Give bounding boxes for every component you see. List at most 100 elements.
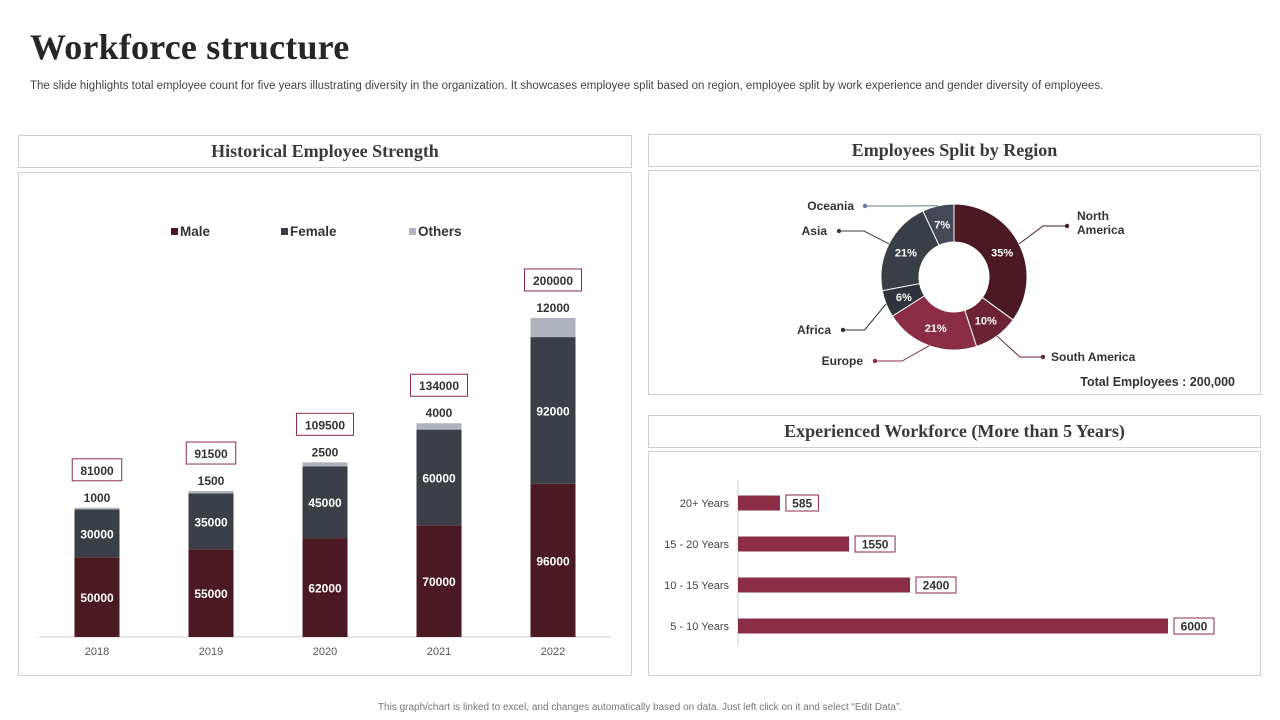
total-box-2022: [524, 268, 582, 292]
data-label-male-2018: 50000: [80, 591, 114, 605]
bar-male-2021: [416, 525, 462, 637]
data-label-female-2019: 35000: [194, 515, 228, 529]
data-label-female-2022: 92000: [536, 404, 570, 418]
bar-female-2020: [302, 466, 348, 539]
total-box-2021: [410, 373, 468, 397]
value-label-15-20-years: 1550: [862, 538, 889, 552]
region-donut-chart[interactable]: 35% 10% 21% 6% 21% 7% North America South Americ…: [649, 171, 1260, 394]
bar-5-10-years: [738, 618, 1168, 634]
bar-female-2021: [416, 429, 462, 526]
data-label-male-2021: 70000: [422, 575, 456, 589]
legend-label-female: Female: [290, 224, 337, 239]
bar-others-2021: [416, 423, 462, 430]
y-tick-5-10-years: 5 - 10 Years: [670, 621, 729, 633]
value-box-10-15-years: [915, 576, 957, 594]
donut-slice-north-america: [953, 203, 1028, 321]
historical-employee-chart[interactable]: Male Female Others 50000 30000 1000 81000 2018 5…: [19, 173, 631, 675]
total-label-2022: 200000: [533, 274, 573, 288]
region-label-asia: Asia: [802, 224, 828, 238]
historical-chart-panel[interactable]: Male Female Others 50000 30000 1000 81000 2018 5…: [18, 172, 632, 676]
data-label-others-2021: 4000: [426, 406, 453, 420]
bar-female-2019: [188, 493, 234, 550]
data-label-female-2021: 60000: [422, 471, 456, 485]
bar-others-2020: [302, 462, 348, 467]
slice-value-asia: 21%: [895, 247, 917, 259]
y-tick-15-20-years: 15 - 20 Years: [664, 539, 729, 551]
callout-line-africa: [843, 303, 887, 331]
bar-male-2019: [188, 549, 234, 637]
data-label-others-2020: 2500: [312, 445, 339, 459]
data-label-male-2019: 55000: [194, 587, 228, 601]
experience-bar-chart[interactable]: 20+ Years 585 15 - 20 Years 1550 10 - 15 Yea…: [649, 452, 1260, 675]
callout-dot-north-america: [1064, 223, 1070, 229]
value-box-15-20-years: [854, 535, 896, 553]
bar-others-2022: [530, 317, 576, 338]
region-panel-header: Employees Split by Region: [648, 134, 1261, 167]
callout-line-south-america: [996, 335, 1043, 358]
legend-swatch-male: [171, 228, 178, 235]
experience-chart-panel[interactable]: 20+ Years 585 15 - 20 Years 1550 10 - 15 Yea…: [648, 451, 1261, 676]
x-tick-2018: 2018: [85, 646, 109, 658]
y-tick-20-years: 20+ Years: [680, 498, 730, 510]
data-label-male-2022: 96000: [536, 554, 570, 568]
bar-female-2022: [530, 337, 576, 484]
total-label-2019: 91500: [194, 447, 228, 461]
bar-others-2019: [188, 491, 234, 494]
legend-label-others: Others: [418, 224, 462, 239]
page-title: Workforce structure: [30, 27, 350, 67]
legend-label-male: Male: [180, 224, 211, 239]
bar-10-15-years: [738, 577, 910, 593]
footer-note: This graph/chart is linked to excel, and…: [377, 702, 903, 713]
bar-male-2022: [530, 483, 576, 637]
callout-line-asia: [839, 230, 890, 245]
total-box-2019: [185, 441, 237, 465]
callout-dot-south-america: [1040, 354, 1046, 360]
donut-slice-oceania: [922, 203, 955, 246]
data-label-female-2018: 30000: [80, 527, 114, 541]
slice-value-europe: 21%: [925, 323, 947, 335]
legend-swatch-others: [409, 228, 416, 235]
bar-male-2018: [74, 557, 120, 637]
total-box-2020: [296, 412, 354, 436]
historical-panel-header: Historical Employee Strength: [18, 135, 632, 168]
data-label-others-2018: 1000: [84, 491, 111, 505]
total-label-2018: 81000: [80, 464, 114, 478]
region-chart-panel[interactable]: 35% 10% 21% 6% 21% 7% North America South Americ…: [648, 170, 1261, 395]
total-label-2020: 109500: [305, 418, 345, 432]
x-tick-2021: 2021: [427, 646, 451, 658]
data-label-male-2020: 62000: [308, 582, 342, 596]
value-label-20-years: 585: [792, 497, 812, 511]
callout-line-north-america: [1018, 225, 1067, 245]
value-box-5-10-years: [1173, 617, 1215, 635]
region-label-europe: Europe: [822, 354, 864, 368]
data-label-others-2022: 12000: [536, 301, 570, 315]
y-tick-10-15-years: 10 - 15 Years: [664, 580, 729, 592]
region-label-africa: Africa: [797, 323, 831, 337]
x-tick-2020: 2020: [313, 646, 337, 658]
callout-dot-oceania: [862, 203, 868, 209]
bar-others-2018: [74, 507, 120, 510]
bar-20-years: [738, 495, 780, 511]
total-label-2021: 134000: [419, 379, 459, 393]
total-box-2018: [71, 458, 123, 482]
callout-dot-europe: [872, 358, 878, 364]
slice-value-oceania: 7%: [934, 219, 950, 231]
slice-value-south-america: 10%: [975, 316, 997, 328]
slice-value-north-america: 35%: [991, 247, 1013, 259]
callout-dot-africa: [840, 327, 846, 333]
total-employees-annotation: Total Employees : 200,000: [1080, 375, 1235, 389]
region-label-north-america: North America: [1077, 209, 1125, 237]
bar-female-2018: [74, 509, 120, 558]
value-box-20-years: [785, 494, 819, 512]
callout-dot-asia: [836, 228, 842, 234]
page-subtitle: The slide highlights total employee coun…: [30, 80, 1104, 92]
legend-swatch-female: [281, 228, 288, 235]
bar-male-2020: [302, 538, 348, 637]
data-label-others-2019: 1500: [198, 474, 225, 488]
slice-value-africa: 6%: [896, 292, 912, 304]
bar-15-20-years: [738, 536, 850, 552]
x-tick-2019: 2019: [199, 646, 223, 658]
region-label-oceania: Oceania: [807, 199, 854, 213]
x-tick-2022: 2022: [541, 646, 565, 658]
value-label-10-15-years: 2400: [923, 579, 950, 593]
